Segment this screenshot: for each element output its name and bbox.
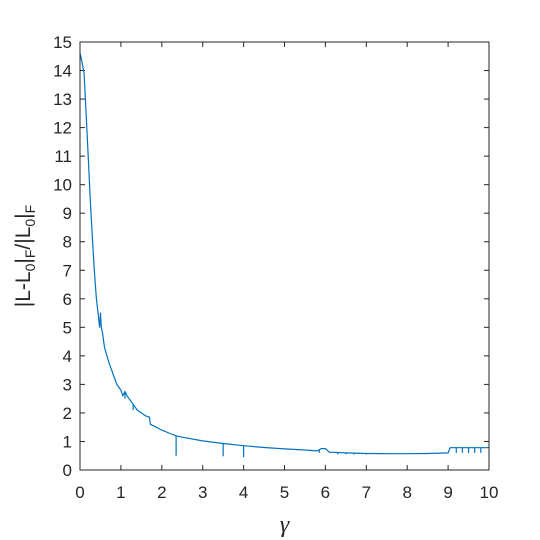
y-axis-label-part: /|L (12, 227, 35, 250)
y-axis-label: |L-L0|F/|L0|F (12, 205, 38, 307)
y-axis-label-part: | (12, 258, 35, 263)
y-tick-label: 7 (63, 261, 72, 280)
plot-frame (79, 41, 490, 471)
series-line (79, 53, 489, 455)
plot-layer (79, 53, 489, 458)
x-tick-label: 2 (157, 483, 166, 502)
y-tick-label: 14 (53, 62, 72, 81)
y-tick-label: 8 (63, 233, 72, 252)
y-tick-label: 15 (53, 33, 72, 52)
y-tick-label: 1 (63, 432, 72, 451)
y-tick-label: 5 (63, 318, 72, 337)
x-tick-label: 6 (321, 483, 330, 502)
x-tick-label: 8 (402, 483, 411, 502)
x-axis-label: γ (280, 512, 290, 538)
y-tick-label: 13 (53, 90, 72, 109)
y-tick-label: 9 (63, 204, 72, 223)
y-tick-label: 10 (53, 176, 72, 195)
y-axis-label-subscript: F (22, 205, 38, 214)
y-tick-label: 0 (63, 461, 72, 480)
y-tick-label: 11 (54, 147, 72, 166)
x-tick-label: 9 (443, 483, 452, 502)
x-tick-label: 1 (116, 483, 125, 502)
y-axis-label-part: | (12, 213, 35, 218)
y-tick-label: 3 (63, 375, 72, 394)
y-axis-label-subscript: 0 (22, 263, 38, 271)
x-tick-label: 7 (362, 483, 371, 502)
x-tick-label: 4 (239, 483, 248, 502)
x-tick-label: 0 (75, 483, 84, 502)
y-tick-label: 2 (63, 404, 72, 423)
x-tick-label: 5 (280, 483, 289, 502)
y-axis-label-subscript: 0 (22, 219, 38, 227)
x-tick-label: 10 (480, 483, 499, 502)
y-tick-label: 6 (63, 290, 72, 309)
y-axis-label-subscript: F (22, 250, 38, 259)
y-axis-label-part: |L-L (12, 271, 35, 307)
y-tick-label: 4 (63, 347, 72, 366)
y-tick-label: 12 (53, 119, 72, 138)
x-tick-label: 3 (198, 483, 207, 502)
